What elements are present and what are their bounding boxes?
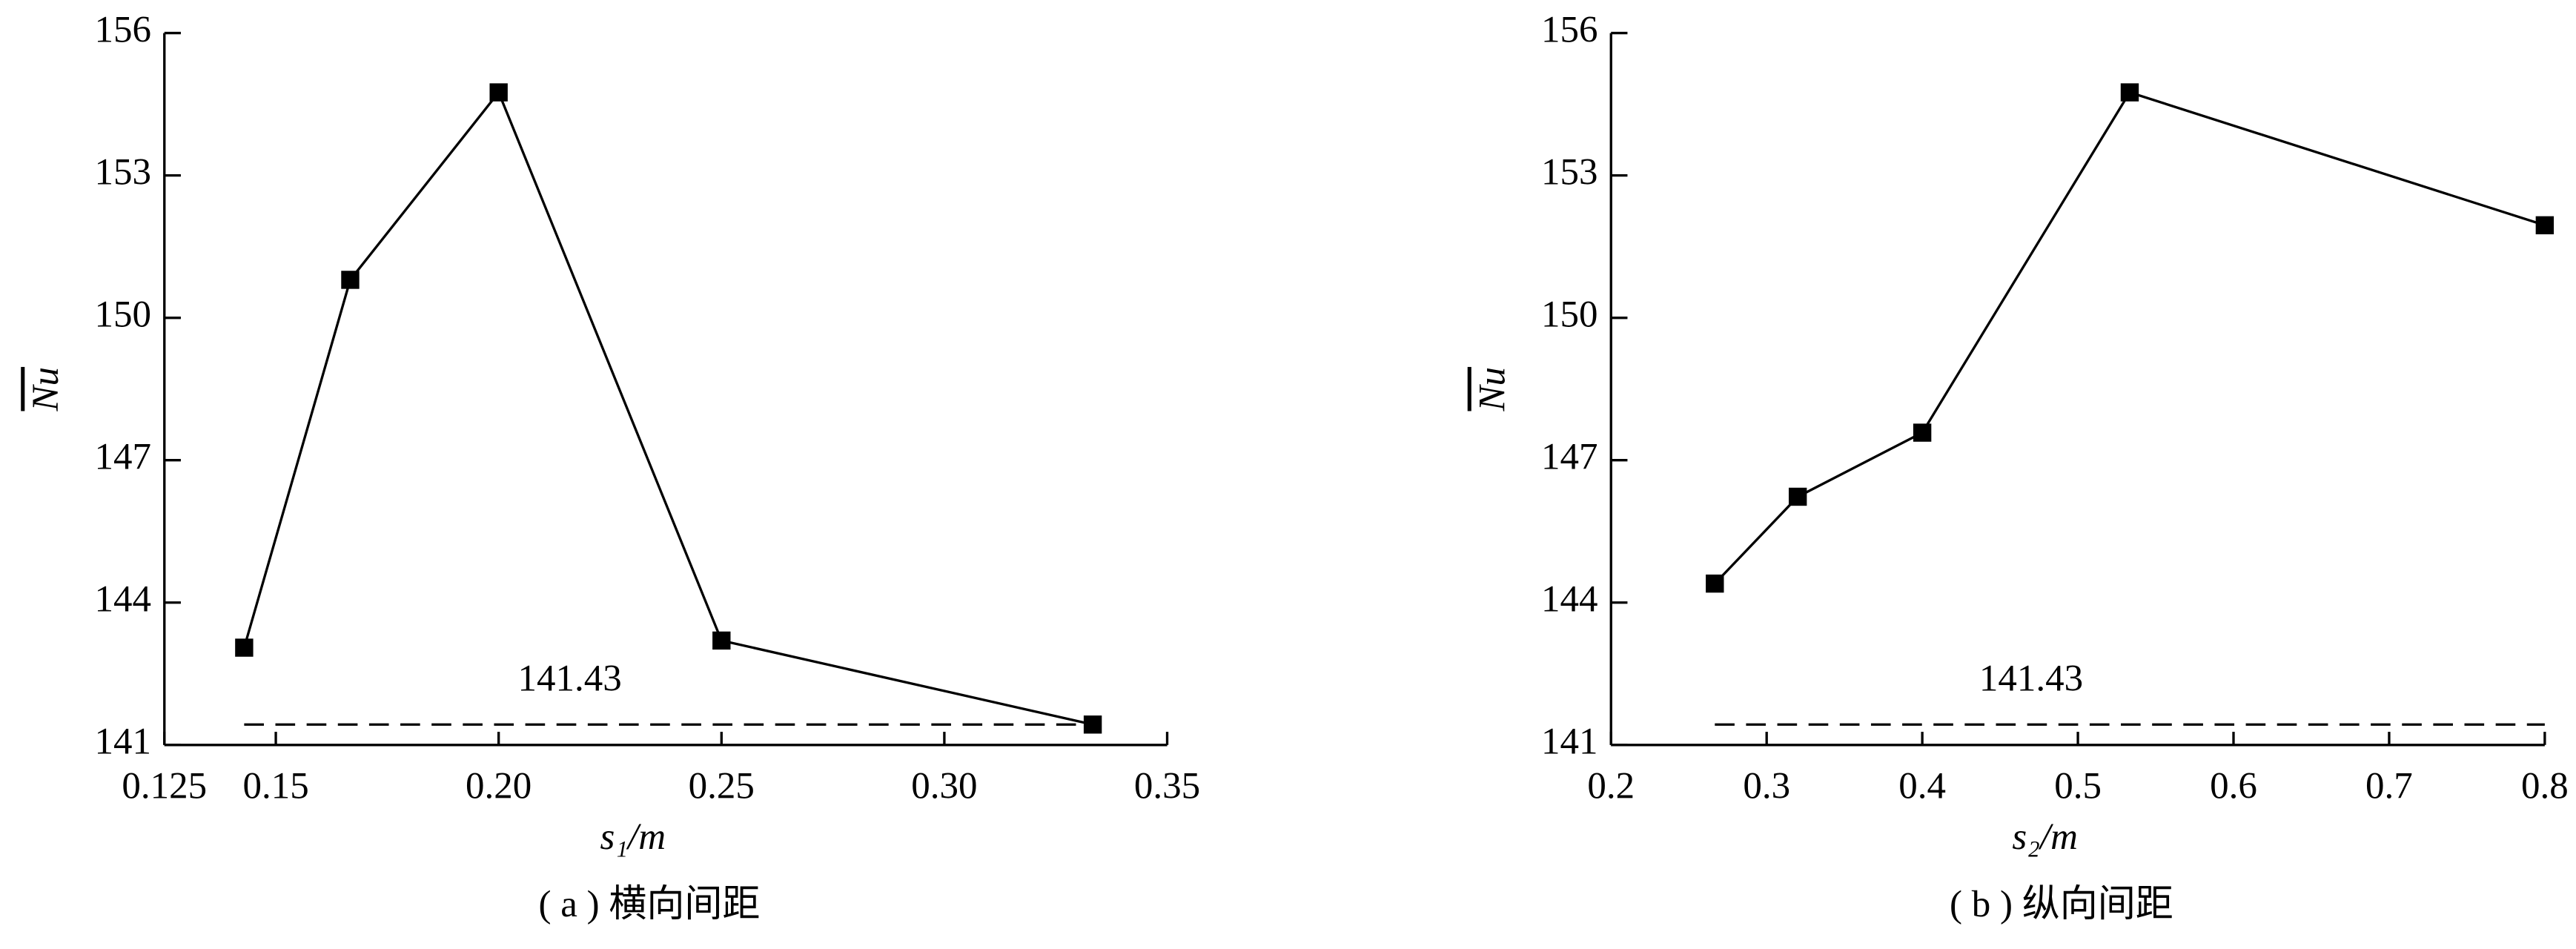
y-tick-label: 150: [95, 294, 152, 335]
data-line: [1714, 90, 2546, 585]
y-axis-label: Nu: [25, 367, 67, 412]
y-tick-label: 144: [95, 578, 152, 620]
x-tick-label: 0.8: [2521, 765, 2569, 807]
y-tick-label: 147: [1541, 436, 1597, 477]
x-tick-label: 0.15: [242, 765, 308, 807]
y-tick-label: 156: [1541, 9, 1597, 50]
x-tick-label: 0.4: [1898, 765, 1946, 807]
data-point: [2120, 83, 2139, 102]
x-tick-label: 0.5: [2054, 765, 2102, 807]
reference-label: 141.43: [518, 658, 622, 699]
x-tick-label: 0.3: [1743, 765, 1790, 807]
data-point: [1083, 715, 1102, 734]
x-tick-label: 0.25: [689, 765, 755, 807]
y-axis-label: Nu: [1472, 367, 1514, 412]
data-line: [242, 90, 1093, 726]
x-tick-label: 0.35: [1134, 765, 1200, 807]
x-axis-label: s₁/m: [600, 816, 666, 858]
data-point: [712, 631, 731, 650]
data-point: [2535, 216, 2555, 235]
data-point: [341, 271, 360, 289]
y-tick-label: 153: [95, 151, 152, 193]
y-tick-label: 156: [95, 9, 152, 50]
caption: ( b ) 纵向间距: [1950, 884, 2173, 925]
x-tick-label: 0.7: [2365, 765, 2413, 807]
x-tick-label: 0.125: [122, 765, 207, 807]
data-point: [1706, 574, 1724, 593]
data-point: [1788, 487, 1807, 506]
data-point: [489, 83, 508, 102]
y-tick-label: 150: [1541, 294, 1597, 335]
y-tick-label: 141: [1541, 721, 1597, 763]
data-point: [235, 638, 254, 657]
y-tick-label: 153: [1541, 151, 1597, 193]
reference-label: 141.43: [1979, 658, 2083, 699]
y-tick-label: 141: [95, 721, 152, 763]
x-tick-label: 0.30: [911, 765, 977, 807]
y-tick-label: 147: [95, 436, 152, 477]
x-tick-label: 0.6: [2210, 765, 2257, 807]
x-tick-label: 0.20: [466, 765, 532, 807]
caption: ( a ) 横向间距: [539, 884, 761, 925]
x-axis-label: s₂/m: [2012, 816, 2078, 858]
x-tick-label: 0.2: [1587, 765, 1635, 807]
y-tick-label: 144: [1541, 578, 1597, 620]
data-point: [1913, 423, 1932, 442]
